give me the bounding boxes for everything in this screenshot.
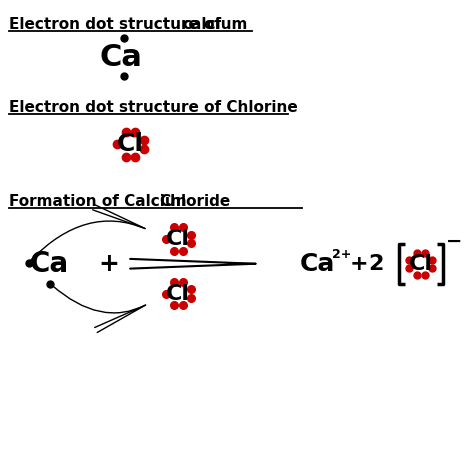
Text: 2+: 2+ <box>332 248 352 261</box>
Text: Electron dot structure of: Electron dot structure of <box>9 18 227 32</box>
Text: Cl: Cl <box>117 132 144 157</box>
Text: Ca: Ca <box>99 43 142 71</box>
Text: 2: 2 <box>368 254 384 274</box>
Text: Chloride: Chloride <box>159 194 231 209</box>
Text: +: + <box>350 254 369 274</box>
Text: Cl: Cl <box>409 254 433 274</box>
Text: Ca: Ca <box>29 250 69 278</box>
Text: −: − <box>446 231 462 251</box>
Text: Ca: Ca <box>300 252 335 276</box>
Text: Electron dot structure of Chlorine: Electron dot structure of Chlorine <box>9 100 298 115</box>
Text: Cl: Cl <box>166 284 191 304</box>
Text: Formation of Calciun: Formation of Calciun <box>9 194 192 209</box>
Text: calcium: calcium <box>182 18 248 32</box>
Text: +: + <box>99 252 119 276</box>
Text: Cl: Cl <box>166 229 191 249</box>
